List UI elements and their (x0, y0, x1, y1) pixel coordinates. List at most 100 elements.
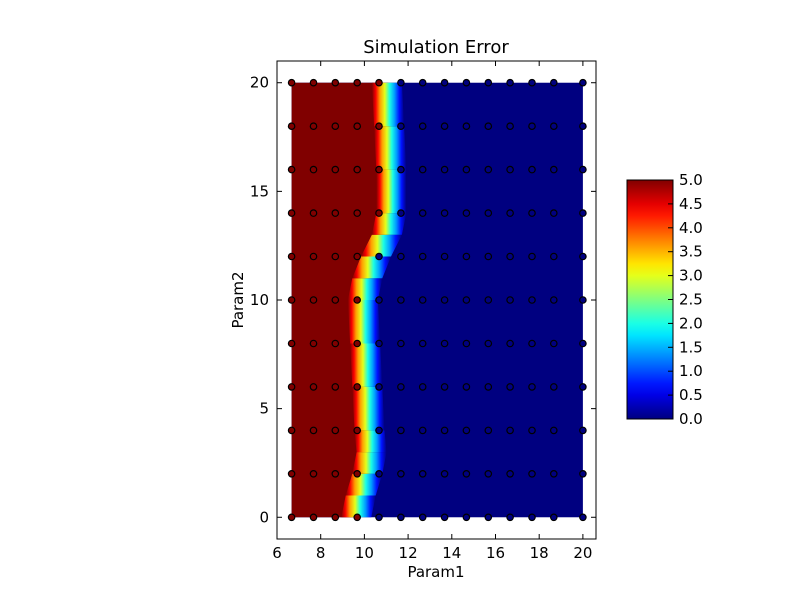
sample-point (579, 426, 587, 435)
x-tick-label: 14 (442, 544, 461, 562)
sample-point (287, 383, 296, 391)
sample-point (331, 426, 340, 435)
sample-point (331, 469, 340, 478)
sample-point (506, 252, 514, 261)
sample-point (440, 383, 449, 391)
transition-band (347, 278, 383, 300)
sample-point (506, 339, 514, 348)
sample-point (331, 513, 340, 522)
sample-point (309, 426, 318, 435)
transition-band (347, 300, 381, 344)
x-tick-label: 18 (530, 544, 549, 562)
sample-point (353, 339, 362, 348)
sample-point (528, 209, 536, 217)
sample-point (287, 469, 296, 478)
sample-point (418, 296, 427, 304)
sample-point (309, 383, 318, 391)
sample-point (440, 122, 449, 131)
sample-point (309, 469, 318, 478)
sample-point (418, 209, 427, 217)
sample-point (418, 469, 427, 478)
x-axis-label: Param1 (407, 563, 464, 581)
sample-point (506, 122, 514, 131)
colorbar-tick-label: 0.5 (679, 386, 703, 404)
sample-point (375, 383, 383, 391)
sample-point (353, 426, 362, 435)
transition-band (350, 343, 383, 387)
sample-point (440, 426, 449, 435)
sample-point (549, 78, 558, 87)
sample-point (418, 122, 427, 131)
y-tick-label: 10 (250, 291, 269, 309)
sample-point (462, 426, 471, 435)
sample-point (287, 122, 296, 131)
sample-point (528, 165, 536, 174)
colorbar-gradient (626, 179, 674, 420)
sample-point (579, 165, 587, 174)
sample-point (579, 383, 587, 391)
colorbar-tick-label: 4.5 (679, 195, 703, 213)
sample-point (462, 339, 471, 348)
sample-point (353, 252, 362, 261)
sample-point (440, 296, 449, 304)
sample-point (484, 469, 493, 478)
sample-point (375, 296, 383, 304)
sample-point (484, 296, 493, 304)
sample-point (462, 513, 471, 522)
sample-point (309, 122, 318, 131)
sample-point (484, 426, 493, 435)
sample-point (418, 426, 427, 435)
sample-point (397, 209, 405, 217)
sample-point (528, 383, 536, 391)
sample-point (287, 296, 296, 304)
sample-point (353, 122, 362, 131)
sample-point (440, 209, 449, 217)
sample-point (506, 165, 514, 174)
sample-point (397, 513, 405, 522)
sample-point (549, 339, 558, 348)
sample-point (506, 209, 514, 217)
transition-band (352, 386, 385, 431)
sample-point (418, 78, 427, 87)
x-tick-label: 6 (272, 544, 282, 562)
sample-point (309, 252, 318, 261)
sample-point (287, 209, 296, 217)
sample-point (528, 426, 536, 435)
y-tick-label: 5 (259, 400, 269, 418)
sample-point (462, 296, 471, 304)
sample-point (309, 165, 318, 174)
sample-point (579, 252, 587, 261)
sample-point (506, 383, 514, 391)
sample-point (440, 78, 449, 87)
sample-point (418, 339, 427, 348)
transition-band (376, 169, 407, 214)
sample-point (375, 513, 383, 522)
sample-point (579, 513, 587, 522)
sample-point (397, 122, 405, 131)
sample-point (331, 78, 340, 87)
colorbar: 0.0 0.5 1.0 1.5 2.0 2.5 3.0 3.5 4.0 4.5 5.0 (626, 171, 703, 428)
sample-point (397, 165, 405, 174)
sample-point (549, 122, 558, 131)
sample-point (528, 122, 536, 131)
sample-point (331, 296, 340, 304)
x-tick-label: 12 (399, 544, 418, 562)
transition-band (371, 82, 405, 127)
transition-band (361, 234, 402, 257)
sample-point (462, 252, 471, 261)
x-tick-label: 20 (573, 544, 592, 562)
x-tick-label: 16 (486, 544, 505, 562)
sample-point (287, 513, 296, 522)
sample-point (484, 78, 493, 87)
sample-point (331, 252, 340, 261)
chart-title: Simulation Error (363, 37, 509, 58)
colorbar-tick-label: 5.0 (679, 171, 703, 189)
transition-band (352, 256, 391, 279)
sample-point (375, 122, 383, 131)
colorbar-tick-label: 2.0 (679, 314, 703, 332)
sample-point (331, 209, 340, 217)
colorbar-tick-label: 1.5 (679, 338, 703, 356)
sample-point (462, 122, 471, 131)
transition-band (354, 430, 387, 453)
